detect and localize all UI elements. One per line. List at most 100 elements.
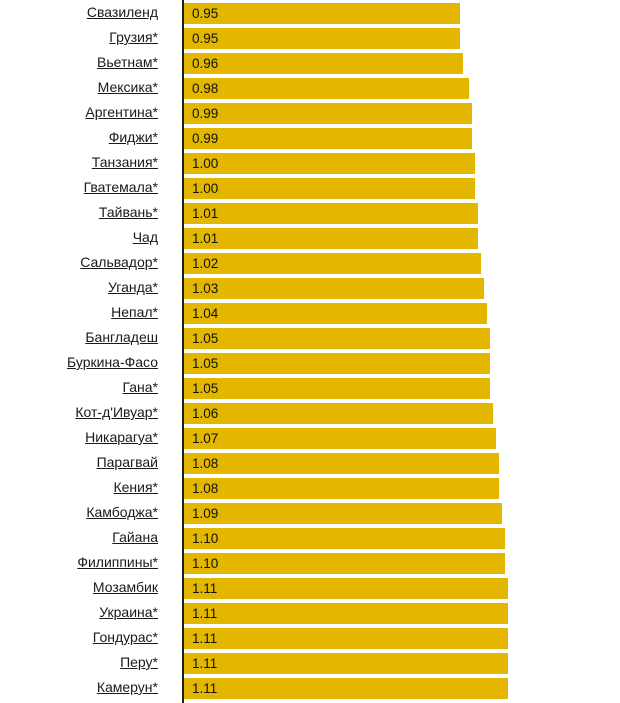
bar-value-label: 1.11 — [192, 631, 218, 646]
value-bar — [184, 403, 493, 424]
bar-value-label: 1.10 — [192, 556, 219, 571]
chart-axis-line — [182, 0, 184, 703]
chart-row: Кения* 1.08 — [0, 476, 620, 501]
chart-row: Танзания* 1.00 — [0, 151, 620, 176]
bar-value-label: 1.05 — [192, 381, 219, 396]
value-bar — [184, 453, 499, 474]
bar-value-label: 0.95 — [192, 31, 219, 46]
country-link[interactable]: Никарагуа* — [85, 429, 158, 445]
chart-row: Уганда* 1.03 — [0, 276, 620, 301]
bar-value-label: 1.00 — [192, 181, 219, 196]
country-link[interactable]: Танзания* — [91, 154, 158, 170]
bar-value-label: 1.02 — [192, 256, 219, 271]
value-bar — [184, 78, 469, 99]
chart-row: Мозамбик 1.11 — [0, 576, 620, 601]
country-link[interactable]: Кения* — [113, 479, 158, 495]
country-link[interactable]: Перу* — [120, 654, 158, 670]
chart-row: Вьетнам* 0.96 — [0, 51, 620, 76]
chart-row: Мексика* 0.98 — [0, 76, 620, 101]
bar-value-label: 1.05 — [192, 356, 219, 371]
value-bar — [184, 128, 472, 149]
country-link[interactable]: Непал* — [111, 304, 158, 320]
country-link[interactable]: Украина* — [99, 604, 158, 620]
country-link[interactable]: Сальвадор* — [80, 254, 158, 270]
country-link[interactable]: Мозамбик — [92, 579, 158, 595]
chart-row: Бангладеш 1.05 — [0, 326, 620, 351]
bar-value-label: 1.00 — [192, 156, 219, 171]
chart-row: Камерун* 1.11 — [0, 676, 620, 701]
bar-value-label: 0.96 — [192, 56, 219, 71]
value-bar — [184, 328, 490, 349]
country-link[interactable]: Уганда* — [108, 279, 158, 295]
chart-row: Парагвай 1.08 — [0, 451, 620, 476]
chart-row: Чад 1.01 — [0, 226, 620, 251]
chart-row: Гайана 1.10 — [0, 526, 620, 551]
chart-row: Буркина-Фасо 1.05 — [0, 351, 620, 376]
value-bar — [184, 678, 508, 699]
value-bar — [184, 503, 502, 524]
country-link[interactable]: Филиппины* — [77, 554, 158, 570]
bar-value-label: 1.10 — [192, 531, 219, 546]
value-bar — [184, 578, 508, 599]
value-bar — [184, 278, 484, 299]
value-bar — [184, 153, 475, 174]
value-bar — [184, 628, 508, 649]
bar-value-label: 0.99 — [192, 106, 219, 121]
value-bar — [184, 228, 478, 249]
chart-row: Никарагуа* 1.07 — [0, 426, 620, 451]
bar-value-label: 1.06 — [192, 406, 219, 421]
value-bar — [184, 603, 508, 624]
country-link[interactable]: Тайвань* — [98, 204, 158, 220]
country-link[interactable]: Кот-д'Ивуар* — [75, 404, 158, 420]
chart-row: Филиппины* 1.10 — [0, 551, 620, 576]
bar-value-label: 1.03 — [192, 281, 219, 296]
bar-value-label: 1.11 — [192, 581, 218, 596]
value-bar — [184, 253, 481, 274]
bar-value-label: 1.08 — [192, 456, 219, 471]
bar-value-label: 0.99 — [192, 131, 219, 146]
country-link[interactable]: Гондурас* — [92, 629, 158, 645]
value-bar — [184, 303, 487, 324]
value-bar — [184, 378, 490, 399]
chart-row: Кот-д'Ивуар* 1.06 — [0, 401, 620, 426]
chart-row: Гана* 1.05 — [0, 376, 620, 401]
value-bar — [184, 103, 472, 124]
chart-row: Гондурас* 1.11 — [0, 626, 620, 651]
bar-value-label: 1.11 — [192, 681, 218, 696]
value-bar — [184, 428, 496, 449]
value-bar — [184, 28, 460, 49]
chart-row: Непал* 1.04 — [0, 301, 620, 326]
value-bar — [184, 53, 463, 74]
country-link[interactable]: Гайана — [112, 529, 158, 545]
country-link[interactable]: Бангладеш — [85, 329, 158, 345]
country-link[interactable]: Мексика* — [97, 79, 158, 95]
country-link[interactable]: Чад — [132, 229, 158, 245]
bar-value-label: 1.11 — [192, 606, 218, 621]
country-link[interactable]: Гватемала* — [83, 179, 158, 195]
chart-row: Сальвадор* 1.02 — [0, 251, 620, 276]
bar-value-label: 1.09 — [192, 506, 219, 521]
chart-row: Аргентина* 0.99 — [0, 101, 620, 126]
country-link[interactable]: Свазиленд — [86, 4, 158, 20]
value-bar — [184, 3, 460, 24]
country-link[interactable]: Камбоджа* — [86, 504, 158, 520]
chart-row: Украина* 1.11 — [0, 601, 620, 626]
bar-value-label: 0.95 — [192, 6, 219, 21]
chart-row: Перу* 1.11 — [0, 651, 620, 676]
country-link[interactable]: Вьетнам* — [97, 54, 158, 70]
bar-value-label: 1.05 — [192, 331, 219, 346]
bar-value-label: 1.04 — [192, 306, 219, 321]
chart-row: Тайвань* 1.01 — [0, 201, 620, 226]
chart-row: Камбоджа* 1.09 — [0, 501, 620, 526]
country-link[interactable]: Буркина-Фасо — [66, 354, 158, 370]
country-link[interactable]: Грузия* — [109, 29, 158, 45]
country-link[interactable]: Фиджи* — [108, 129, 158, 145]
country-link[interactable]: Гана* — [122, 379, 158, 395]
value-bar — [184, 478, 499, 499]
country-link[interactable]: Парагвай — [96, 454, 158, 470]
country-link[interactable]: Аргентина* — [85, 104, 158, 120]
bar-value-label: 1.01 — [192, 206, 219, 221]
country-link[interactable]: Камерун* — [96, 679, 158, 695]
value-bar — [184, 178, 475, 199]
